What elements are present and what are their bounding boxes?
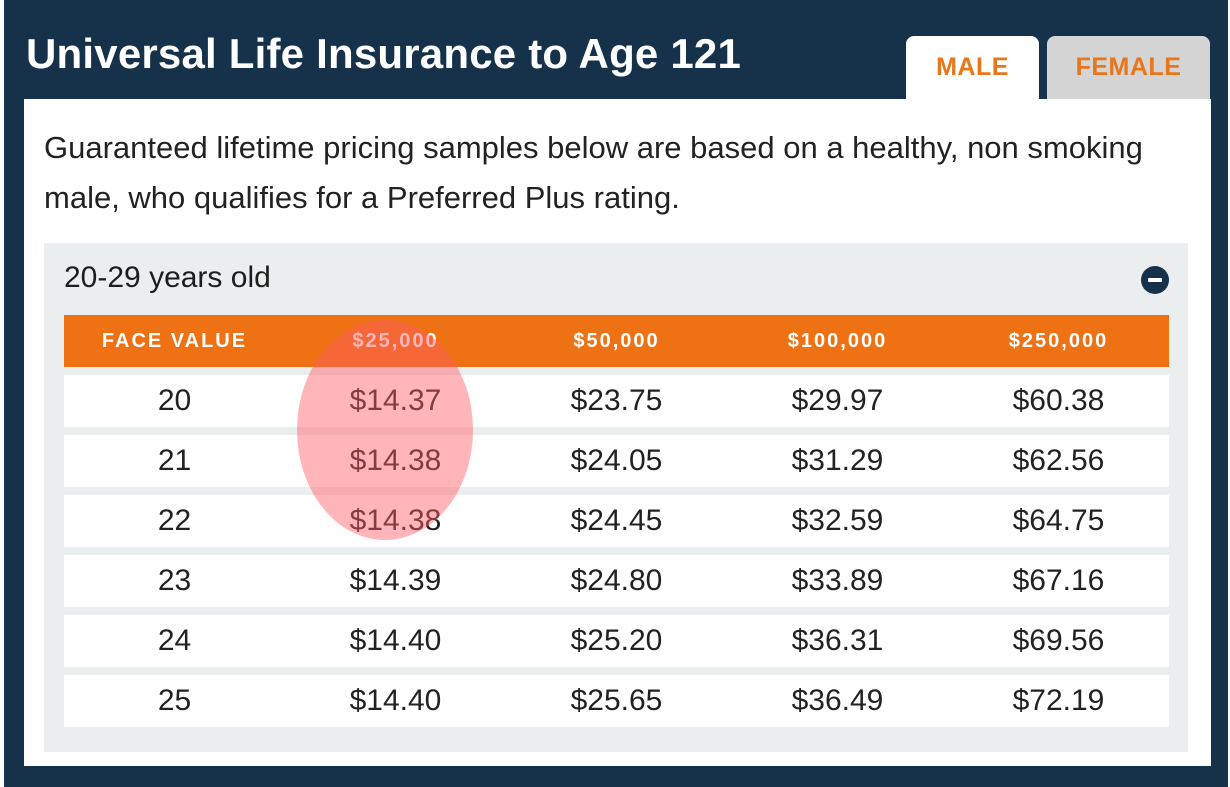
rate-cell: $14.40: [285, 675, 506, 727]
rate-cell: $14.38: [285, 495, 506, 547]
rate-cell: $14.37: [285, 375, 506, 427]
age-cell: 20: [64, 375, 285, 427]
rate-cell: $14.38: [285, 435, 506, 487]
age-cell: 25: [64, 675, 285, 727]
rate-cell: $64.75: [948, 495, 1169, 547]
rate-cell: $25.65: [506, 675, 727, 727]
header-25000: $25,000: [285, 315, 506, 367]
accordion-title[interactable]: 20-29 years old: [64, 261, 271, 294]
minus-circle-icon[interactable]: [1141, 266, 1169, 294]
tab-male[interactable]: MALE: [906, 36, 1039, 99]
widget-title: Universal Life Insurance to Age 121: [26, 30, 742, 77]
header-250000: $250,000: [948, 315, 1169, 367]
table-header-row: FACE VALUE $25,000 $50,000 $100,000 $250…: [64, 315, 1169, 367]
rate-cell: $36.49: [727, 675, 948, 727]
age-cell: 21: [64, 435, 285, 487]
rate-cell: $24.80: [506, 555, 727, 607]
rate-cell: $23.75: [506, 375, 727, 427]
rate-cell: $24.05: [506, 435, 727, 487]
tab-male-label: MALE: [936, 53, 1009, 81]
age-cell: 24: [64, 615, 285, 667]
rate-cell: $31.29: [727, 435, 948, 487]
rate-cell: $24.45: [506, 495, 727, 547]
rate-cell: $62.56: [948, 435, 1169, 487]
rate-cell: $36.31: [727, 615, 948, 667]
header-50000: $50,000: [506, 315, 727, 367]
age-cell: 22: [64, 495, 285, 547]
content-panel: Guaranteed lifetime pricing samples belo…: [24, 99, 1211, 766]
header-face-value: FACE VALUE: [64, 315, 285, 367]
rate-cell: $72.19: [948, 675, 1169, 727]
table-row: 20 $14.37 $23.75 $29.97 $60.38: [64, 375, 1169, 427]
rate-cell: $69.56: [948, 615, 1169, 667]
rate-cell: $14.39: [285, 555, 506, 607]
rates-table: FACE VALUE $25,000 $50,000 $100,000 $250…: [64, 307, 1169, 735]
table-row: 21 $14.38 $24.05 $31.29 $62.56: [64, 435, 1169, 487]
table-row: 22 $14.38 $24.45 $32.59 $64.75: [64, 495, 1169, 547]
intro-text: Guaranteed lifetime pricing samples belo…: [44, 130, 1143, 215]
tab-female-label: FEMALE: [1075, 53, 1182, 81]
rate-cell: $60.38: [948, 375, 1169, 427]
rate-cell: $29.97: [727, 375, 948, 427]
table-row: 25 $14.40 $25.65 $36.49 $72.19: [64, 675, 1169, 727]
widget-frame: Universal Life Insurance to Age 121 MALE…: [4, 0, 1228, 787]
rate-cell: $32.59: [727, 495, 948, 547]
rate-cell: $33.89: [727, 555, 948, 607]
rate-cell: $14.40: [285, 615, 506, 667]
rate-cell: $25.20: [506, 615, 727, 667]
age-group-accordion: 20-29 years old FACE VALUE $25,000 $50,0…: [44, 243, 1188, 752]
tab-female[interactable]: FEMALE: [1047, 36, 1210, 99]
table-row: 23 $14.39 $24.80 $33.89 $67.16: [64, 555, 1169, 607]
header-100000: $100,000: [727, 315, 948, 367]
rate-cell: $67.16: [948, 555, 1169, 607]
age-cell: 23: [64, 555, 285, 607]
table-row: 24 $14.40 $25.20 $36.31 $69.56: [64, 615, 1169, 667]
